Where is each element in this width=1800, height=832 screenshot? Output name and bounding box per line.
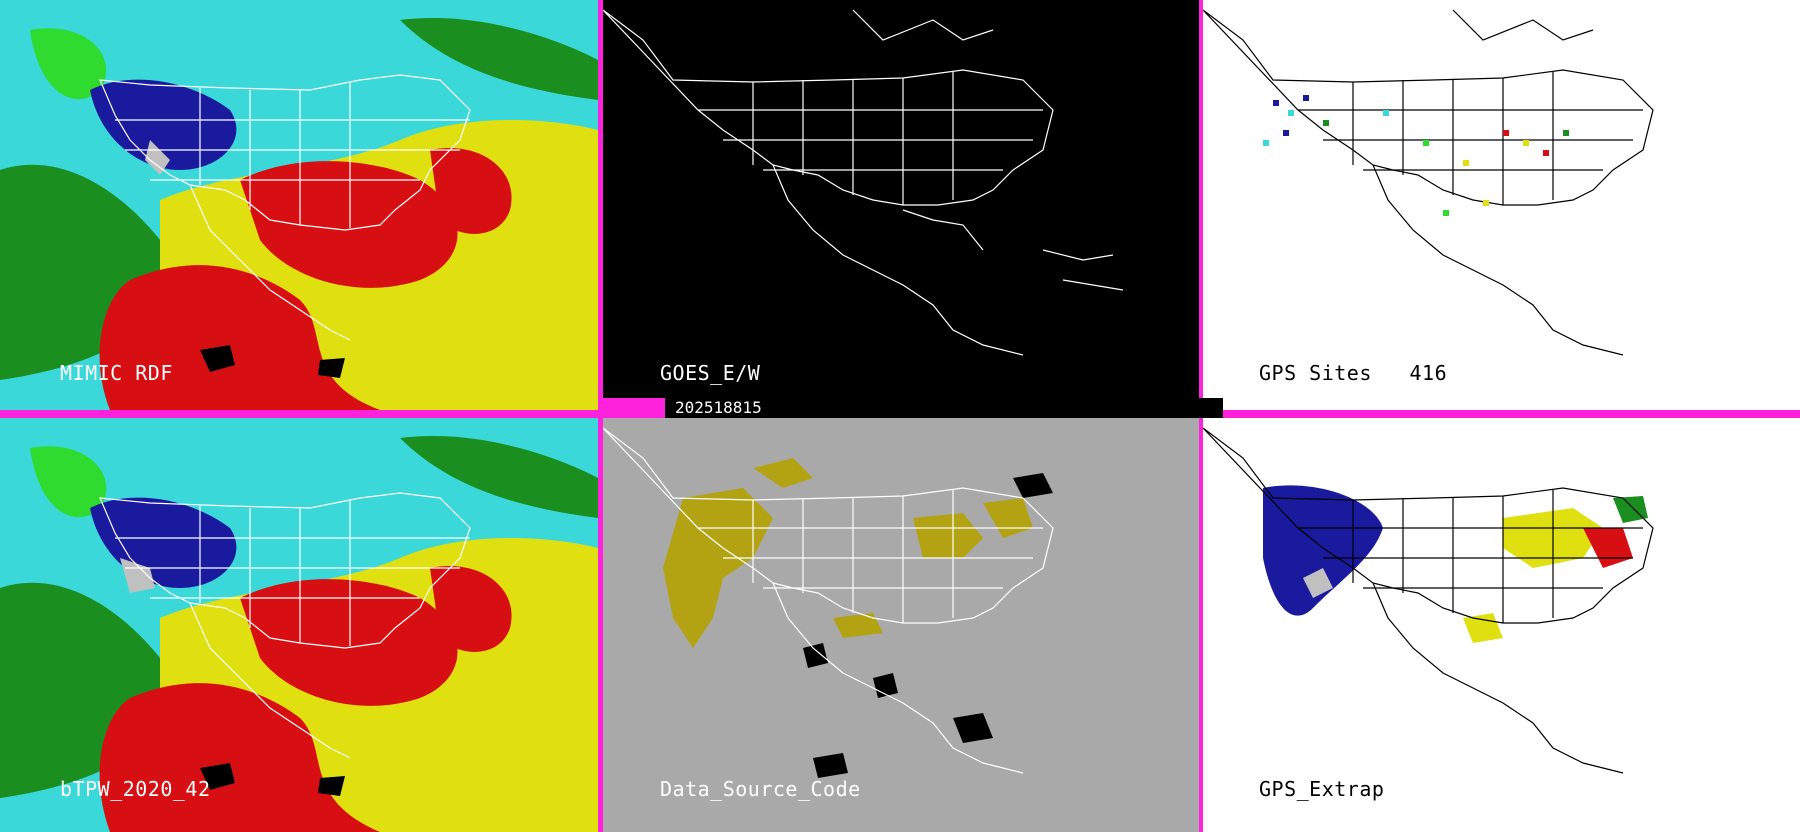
panel-label: MIMIC RDF	[60, 361, 173, 385]
map-outline-white	[99, 492, 471, 759]
panel-label: GPS_Extrap	[1259, 777, 1385, 801]
panel-data-source-code: Data_Source_Code	[603, 418, 1199, 832]
map-outline-white	[603, 9, 1124, 356]
panel-gps-extrap: GPS_Extrap	[1203, 418, 1800, 832]
gps-extrap-map	[1203, 418, 1800, 832]
tpw-map	[0, 418, 598, 832]
blank-dark-map	[603, 0, 1199, 398]
gps-sites-map	[1203, 0, 1800, 410]
map-outline-black	[1203, 427, 1654, 774]
gps-site-markers	[1263, 95, 1569, 216]
panel-mimic-rdf: MIMIC RDF	[0, 0, 598, 410]
map-outline-white	[99, 74, 471, 341]
panel-gps-sites: GPS Sites 416	[1203, 0, 1800, 410]
map-outline-white	[603, 427, 1054, 774]
panel-label: GPS Sites 416	[1259, 361, 1448, 385]
panel-label: bTPW_2020_42	[60, 777, 211, 801]
map-outline-black	[1203, 9, 1654, 356]
panel-label: GOES_E/W	[660, 361, 761, 385]
panel-label: Data_Source_Code	[660, 777, 861, 801]
panel-btpw: bTPW_2020_42	[0, 418, 598, 832]
panel-goes-ew: GOES_E/W	[603, 0, 1199, 398]
source-map	[603, 418, 1199, 832]
timestamp: 202518815	[665, 398, 1223, 418]
tpw-map	[0, 0, 598, 410]
